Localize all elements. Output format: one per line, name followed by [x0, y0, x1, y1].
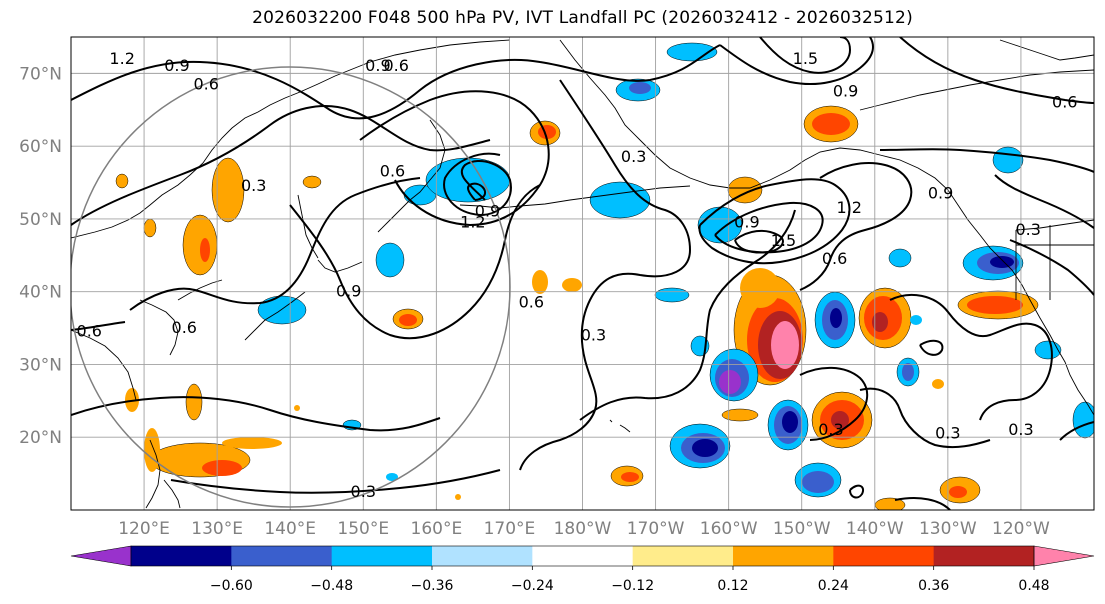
contour-label: 0.3 — [241, 176, 266, 195]
contour-label: 0.6 — [383, 56, 408, 75]
colorbar-swatch — [331, 546, 433, 566]
colorbar-tick-label: 0.24 — [818, 578, 849, 594]
colorbar-tick-label: −0.24 — [511, 578, 554, 594]
contour-labels: 1.2 0.90.60.90.60.30.60.91.20.90.6 0.60.60… — [77, 49, 1078, 501]
colorbar-extend-high — [1033, 545, 1095, 567]
contour-label: 0.6 — [172, 318, 197, 337]
contour-label: 1.2 — [836, 198, 861, 217]
latitude-tick-label: 60°N — [19, 137, 62, 157]
colorbar-swatch — [933, 546, 1035, 566]
contour-label: 0.3 — [621, 147, 646, 166]
longitude-tick-label: 180°W — [554, 519, 612, 539]
contour-label: 0.6 — [519, 293, 544, 312]
coastlines — [71, 39, 1094, 509]
colorbar: −0.60 −0.48 −0.36 −0.24 −0.12 0.12 0.24 0.36 0.4… — [70, 545, 1095, 594]
contour-label: 0.9 — [164, 56, 189, 75]
contour-label: 0.3 — [1016, 220, 1041, 239]
colorbar-tick-label: −0.12 — [611, 578, 654, 594]
contour-label: 0.3 — [818, 420, 843, 439]
longitude-tick-label: 160°W — [700, 519, 758, 539]
anomaly-blob — [257, 157, 511, 481]
contour-label: 0.3 — [581, 325, 606, 344]
longitude-tick-label: 140°E — [264, 519, 316, 539]
colorbar-swatch — [532, 546, 634, 566]
contour-label: 0.9 — [336, 282, 361, 301]
colorbar-swatch — [632, 546, 734, 566]
anomaly-blob — [115, 120, 644, 500]
colorbar-tick-label: −0.60 — [210, 578, 253, 594]
colorbar-tick-label: −0.48 — [310, 578, 353, 594]
contour-label: 0.9 — [365, 56, 390, 75]
colorbar-tick-label: −0.36 — [411, 578, 454, 594]
contour-label: 0.3 — [935, 424, 960, 443]
contour-label: 0.6 — [822, 249, 847, 268]
latitude-tick-label: 70°N — [19, 64, 62, 84]
latitude-tick-label: 50°N — [19, 210, 62, 230]
pv-contours — [71, 37, 1094, 510]
longitude-labels: 120°E 130°E 140°E 150°E 160°E 170°E 180°W 170°W… — [118, 519, 1050, 539]
longitude-tick-label: 170°W — [627, 519, 685, 539]
contour-label: 0.6 — [1052, 92, 1077, 111]
contour-label: 0.9 — [475, 202, 500, 221]
contour-label: 0.6 — [77, 322, 102, 341]
longitude-tick-label: 130°E — [191, 519, 243, 539]
longitude-tick-label: 120°W — [992, 519, 1050, 539]
longitude-tick-label: 150°W — [773, 519, 831, 539]
ipv-anomaly-shading — [115, 42, 1094, 510]
colorbar-swatch — [231, 546, 333, 566]
contour-label: 1.5 — [771, 231, 796, 250]
contour-label: 0.6 — [193, 74, 218, 93]
contour-label: 1.2 — [460, 213, 485, 232]
colorbar-swatch — [733, 546, 834, 566]
longitude-tick-label: 140°W — [846, 519, 904, 539]
colorbar-swatch — [833, 546, 935, 566]
longitude-tick-label: 120°E — [118, 519, 170, 539]
latitude-tick-label: 30°N — [19, 355, 62, 375]
colorbar-tick-label: 0.48 — [1018, 578, 1049, 594]
longitude-tick-label: 130°W — [919, 519, 977, 539]
longitude-tick-label: 170°E — [484, 519, 536, 539]
map-plot-area: 1.2 0.90.60.90.60.30.60.91.20.90.6 0.60.60… — [71, 37, 1094, 510]
longitude-tick-label: 160°E — [411, 519, 463, 539]
latitude-labels: 70°N 60°N 50°N 40°N 30°N 20°N — [19, 64, 62, 448]
colorbar-swatch — [432, 546, 533, 566]
contour-label: 0.3 — [1008, 420, 1033, 439]
colorbar-swatch — [131, 546, 232, 566]
gridlines — [71, 37, 1094, 510]
colorbar-frame — [130, 545, 1035, 567]
contour-label: 0.9 — [734, 213, 759, 232]
radius-circle — [71, 66, 511, 508]
contour-label: 1.2 — [109, 49, 134, 68]
colorbar-extend-low — [70, 545, 132, 567]
contour-label: 1.5 — [793, 49, 818, 68]
longitude-tick-label: 150°E — [337, 519, 389, 539]
anomaly-blob — [669, 268, 944, 510]
contour-label: 0.6 — [380, 162, 405, 181]
contour-label: 0.3 — [351, 482, 376, 501]
colorbar-tick-label: 0.36 — [918, 578, 949, 594]
contour-label: 0.9 — [928, 183, 953, 202]
contour-label: 0.9 — [833, 82, 858, 101]
map-title: 2026032200 F048 500 hPa PV, IVT Landfall… — [252, 8, 913, 28]
colorbar-tick-label: 0.12 — [717, 578, 748, 594]
latitude-tick-label: 20°N — [19, 428, 62, 448]
latitude-tick-label: 40°N — [19, 283, 62, 303]
map-frame — [70, 36, 1095, 511]
